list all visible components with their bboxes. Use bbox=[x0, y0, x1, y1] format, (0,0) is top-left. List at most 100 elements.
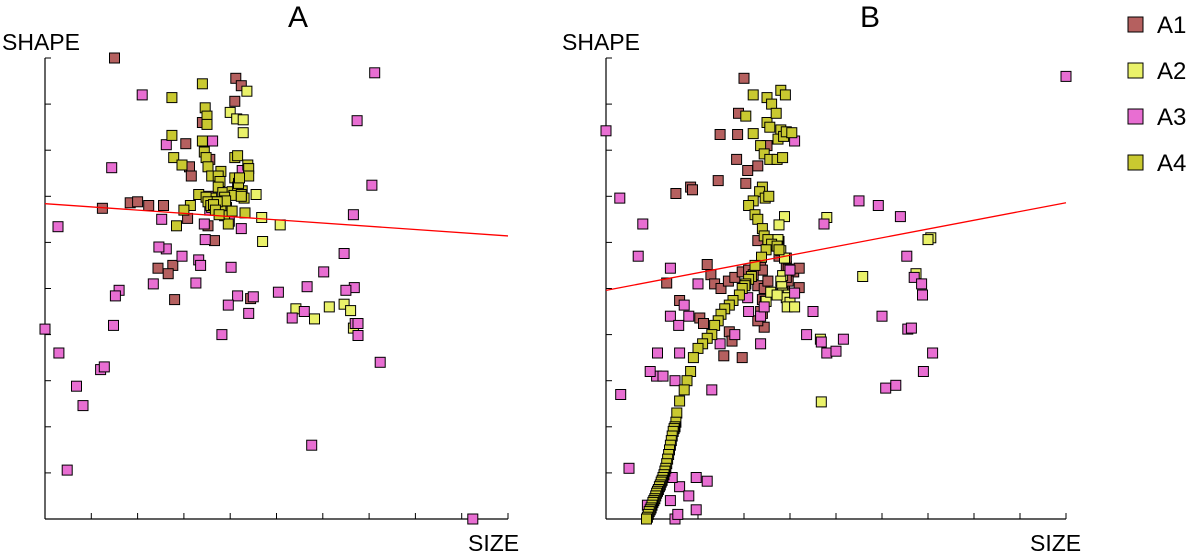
scatter-point-a1 bbox=[169, 294, 181, 306]
scatter-point-a3 bbox=[352, 318, 364, 329]
scatter-point-a3 bbox=[301, 281, 313, 293]
scatter-point-a3 bbox=[147, 278, 159, 290]
scatter-point-a3 bbox=[664, 495, 676, 507]
scatter-point-a3 bbox=[109, 290, 121, 302]
scatter-point-a2 bbox=[241, 85, 253, 97]
scatter-point-a3 bbox=[690, 472, 702, 483]
scatter-point-a3 bbox=[743, 306, 755, 317]
scatter-point-a4 bbox=[196, 135, 208, 147]
scatter-point-a4 bbox=[178, 204, 190, 216]
scatter-point-a2 bbox=[309, 313, 320, 325]
scatter-point-a1 bbox=[793, 262, 805, 274]
scatter-point-a3 bbox=[632, 250, 644, 262]
panel-a-ylabel: SHAPE bbox=[2, 29, 80, 55]
scatter-point-a2 bbox=[789, 301, 801, 313]
scatter-point-a3 bbox=[199, 234, 211, 246]
panel-b-points bbox=[600, 70, 1072, 525]
scatter-point-a1 bbox=[738, 72, 750, 84]
scatter-point-a3 bbox=[821, 347, 833, 359]
scatter-point-a4 bbox=[749, 259, 761, 271]
scatter-point-a3 bbox=[927, 347, 939, 359]
scatter-point-a1 bbox=[132, 196, 144, 208]
scatter-point-a3 bbox=[153, 241, 165, 253]
scatter-point-a3 bbox=[872, 200, 884, 211]
scatter-point-a4 bbox=[196, 78, 208, 90]
scatter-point-a3 bbox=[644, 366, 656, 377]
scatter-point-a1 bbox=[158, 200, 169, 211]
panel-b-trendline bbox=[605, 202, 1067, 291]
scatter-point-a2 bbox=[773, 219, 785, 231]
scatter-point-a3 bbox=[615, 389, 627, 400]
scatter-point-a1 bbox=[758, 321, 770, 333]
panel-a-xlabel: SIZE bbox=[468, 530, 519, 555]
scatter-point-a3 bbox=[156, 213, 168, 225]
scatter-point-a3 bbox=[225, 261, 237, 273]
scatter-point-a1 bbox=[732, 129, 744, 140]
panel-b-title: B bbox=[860, 1, 880, 34]
scatter-point-a1 bbox=[762, 275, 774, 287]
scatter-point-a3 bbox=[652, 347, 663, 359]
scatter-point-a3 bbox=[369, 67, 381, 79]
scatter-point-a3 bbox=[683, 490, 695, 502]
scatter-point-a3 bbox=[837, 333, 849, 345]
scatter-point-a1 bbox=[152, 262, 164, 274]
scatter-point-a4 bbox=[777, 152, 789, 164]
legend-swatch-a3 bbox=[1127, 108, 1144, 125]
scatter-point-a4 bbox=[692, 342, 704, 354]
scatter-point-a3 bbox=[61, 464, 73, 476]
scatter-point-a4 bbox=[786, 127, 798, 139]
scatter-point-a3 bbox=[235, 223, 247, 235]
scatter-point-a3 bbox=[830, 345, 842, 357]
scatter-point-a3 bbox=[52, 221, 64, 233]
scatter-point-a3 bbox=[789, 287, 801, 299]
scatter-point-a3 bbox=[673, 319, 685, 331]
scatter-point-a1 bbox=[109, 52, 120, 64]
scatter-point-a4 bbox=[740, 110, 752, 122]
scatter-point-a4 bbox=[168, 152, 180, 164]
scatter-point-a3 bbox=[338, 248, 350, 259]
legend-swatch-a4 bbox=[1127, 154, 1144, 171]
scatter-point-a2 bbox=[237, 127, 249, 139]
scatter-point-a3 bbox=[894, 211, 906, 223]
scatter-point-a3 bbox=[664, 262, 676, 274]
scatter-point-a4 bbox=[226, 205, 238, 217]
scatter-point-a3 bbox=[243, 307, 255, 319]
scatter-point-a3 bbox=[672, 508, 684, 520]
scatter-point-a3 bbox=[106, 162, 118, 174]
panel-a-title: A bbox=[288, 1, 308, 34]
scatter-point-a3 bbox=[729, 329, 741, 341]
scatter-point-a3 bbox=[755, 338, 767, 350]
scatter-point-a4 bbox=[641, 513, 652, 525]
scatter-point-a4 bbox=[756, 251, 767, 263]
scatter-point-a1 bbox=[180, 138, 192, 150]
panel-a-ticks bbox=[45, 57, 509, 519]
scatter-point-a3 bbox=[758, 301, 770, 313]
scatter-point-a3 bbox=[905, 322, 917, 334]
scatter-point-a4 bbox=[234, 172, 245, 184]
scatter-point-a3 bbox=[318, 266, 330, 278]
scatter-point-a3 bbox=[71, 380, 82, 392]
scatter-point-a3 bbox=[614, 192, 626, 204]
scatter-point-a3 bbox=[880, 382, 892, 394]
scatter-point-a4 bbox=[176, 159, 188, 171]
scatter-point-a3 bbox=[637, 218, 649, 230]
scatter-point-a4 bbox=[674, 395, 686, 407]
scatter-point-a2 bbox=[857, 271, 869, 282]
scatter-point-a4 bbox=[222, 218, 234, 230]
scatter-point-a4 bbox=[773, 244, 785, 256]
scatter-point-a3 bbox=[98, 361, 110, 373]
scatter-point-a3 bbox=[136, 89, 148, 101]
scatter-point-a3 bbox=[286, 312, 298, 324]
scatter-point-a3 bbox=[366, 179, 378, 191]
scatter-point-a3 bbox=[232, 290, 244, 302]
scatter-point-a1 bbox=[229, 95, 241, 107]
scatter-point-a4 bbox=[779, 89, 791, 101]
scatter-point-a3 bbox=[807, 306, 819, 317]
scatter-point-a3 bbox=[77, 400, 89, 412]
scatter-point-a3 bbox=[664, 310, 676, 322]
scatter-point-a3 bbox=[690, 504, 702, 516]
scatter-point-a3 bbox=[176, 250, 188, 262]
scatter-point-a4 bbox=[687, 352, 699, 364]
scatter-point-a2 bbox=[771, 289, 783, 301]
